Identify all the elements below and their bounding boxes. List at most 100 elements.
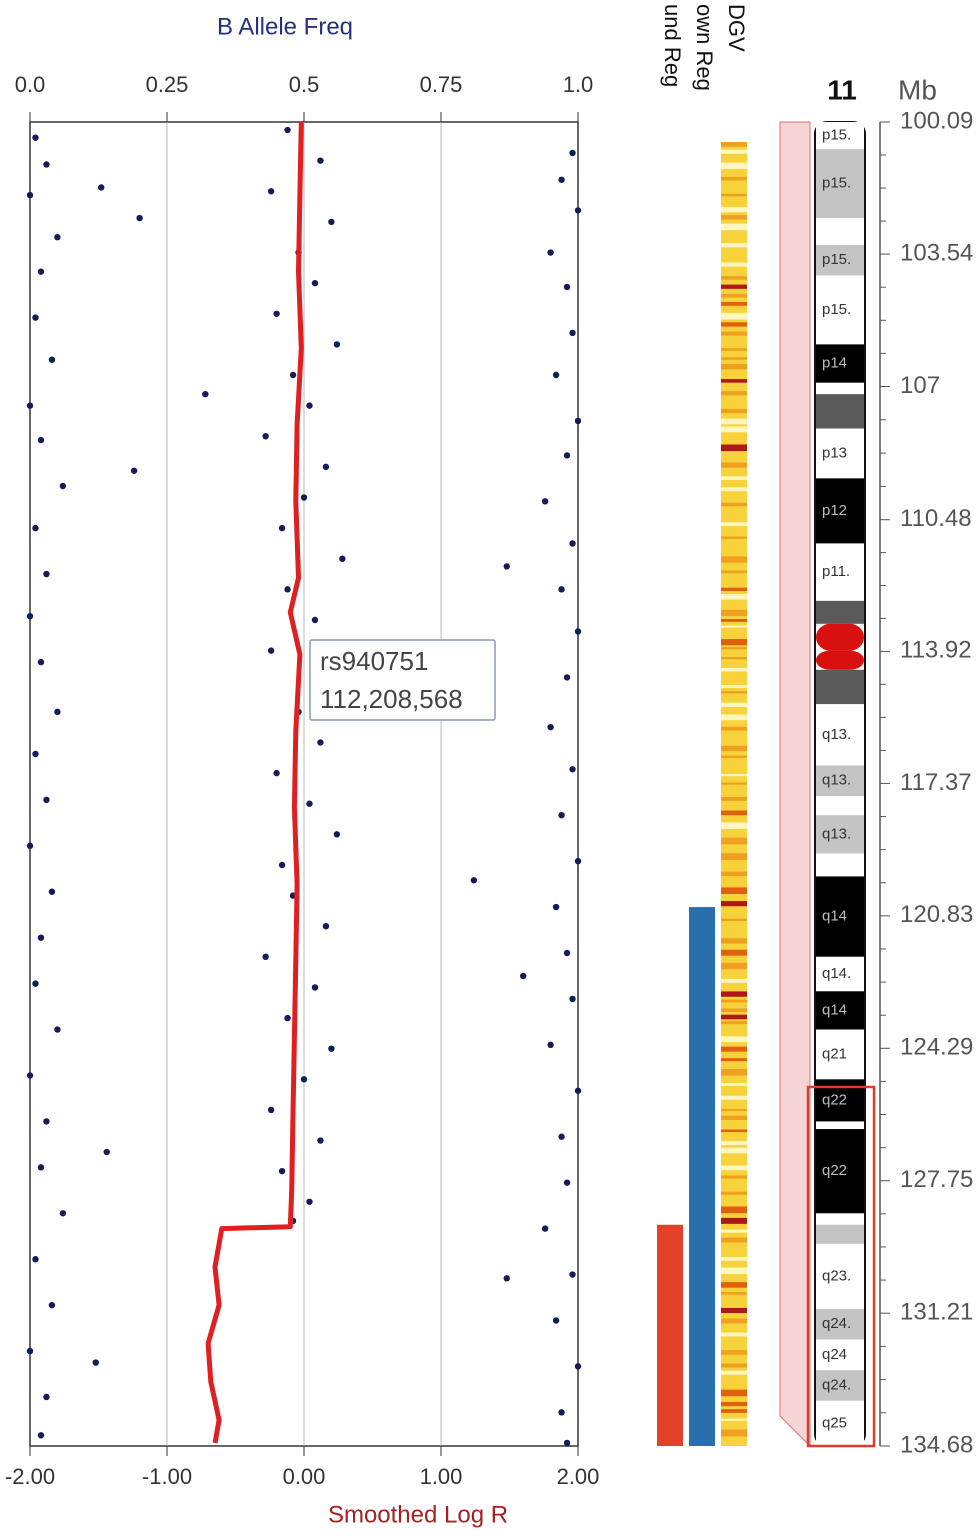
dgv-stripe	[721, 1129, 747, 1133]
baf-point	[273, 310, 280, 317]
baf-point	[26, 842, 34, 850]
baf-point	[98, 184, 105, 191]
selection-box	[806, 1085, 876, 1448]
baf-point	[558, 1133, 565, 1140]
x2-tick-label: 1.00	[420, 1464, 463, 1489]
dgv-stripe	[721, 1058, 747, 1062]
baf-point	[333, 831, 341, 838]
y-tick-label: 107	[900, 372, 940, 399]
baf-point	[558, 811, 565, 819]
baf-point	[37, 436, 45, 444]
dgv-stripe	[721, 1256, 747, 1261]
dgv-stripe	[721, 536, 747, 539]
baf-point	[574, 628, 582, 635]
band	[816, 650, 864, 670]
scatter-points	[26, 126, 582, 1447]
chart-title: B Allele Freq	[217, 13, 353, 40]
tooltip-box	[309, 639, 496, 721]
x2-tick-label: -1.00	[142, 1464, 192, 1489]
dgv-stripe	[721, 962, 747, 970]
dgv-stripe	[721, 1318, 747, 1324]
baf-point	[32, 750, 39, 758]
y-tick-label: 134.68	[900, 1431, 973, 1458]
dgv-stripe	[721, 639, 747, 646]
dgv-stripe	[721, 149, 747, 154]
baf-point	[37, 1432, 45, 1439]
dgv-stripe	[721, 1229, 747, 1233]
baf-point	[552, 903, 560, 911]
dgv-stripe	[721, 522, 747, 527]
baf-point	[202, 390, 209, 398]
dgv-stripe	[721, 1175, 747, 1179]
baf-point	[43, 570, 50, 578]
baf-point	[574, 1363, 582, 1370]
baf-point	[574, 207, 582, 214]
dgv-stripe	[721, 487, 747, 492]
dgv-stripe	[721, 426, 747, 433]
baf-point	[284, 1014, 291, 1022]
band-label: p11.	[822, 563, 850, 580]
dgv-stripe	[721, 647, 747, 650]
dgv-stripe	[721, 1008, 747, 1012]
baf-point	[470, 877, 478, 884]
baf-point	[37, 1164, 45, 1171]
dgv-stripe	[721, 215, 747, 220]
dgv-stripe	[721, 714, 747, 721]
band	[816, 1224, 864, 1244]
x-tick-label: 0.5	[289, 72, 320, 97]
dgv-stripe	[721, 822, 747, 829]
dgv-stripe	[721, 379, 747, 383]
dgv-stripe	[721, 243, 747, 248]
dgv-stripe	[721, 302, 747, 306]
dgv-stripe	[721, 918, 747, 922]
baf-point	[563, 283, 571, 291]
dgv-stripe	[721, 1409, 747, 1413]
dgv-stripe	[721, 1370, 747, 1375]
dgv-stripe	[721, 1429, 747, 1437]
dgv-stripe	[721, 691, 747, 694]
track-label: DGV	[724, 4, 749, 52]
band-label: q14	[822, 1001, 847, 1018]
band	[816, 1129, 864, 1214]
baf-point	[328, 218, 335, 226]
baf-point	[520, 972, 527, 980]
baf-point	[547, 1041, 554, 1049]
baf-point	[32, 524, 39, 532]
dgv-stripe	[721, 331, 747, 336]
track-region	[689, 907, 715, 1446]
baf-point	[547, 723, 554, 731]
band	[816, 815, 864, 854]
x2-axis-label: Smoothed Log R	[328, 1501, 508, 1528]
band-label: p15.	[822, 251, 851, 268]
x-tick-label: 0.25	[146, 72, 189, 97]
dgv-stripe	[721, 444, 747, 452]
baf-point	[26, 402, 34, 409]
dgv-stripe	[721, 322, 747, 327]
band-label: p15.	[822, 175, 851, 192]
dgv-stripe	[721, 1082, 747, 1086]
band	[816, 344, 864, 383]
band	[816, 1339, 864, 1371]
baf-point	[300, 494, 308, 501]
baf-point	[26, 191, 34, 199]
dgv-stripe	[721, 1165, 747, 1171]
dgv-stripe	[721, 782, 747, 785]
x2-tick-label: -2.00	[5, 1464, 55, 1489]
baf-point	[563, 452, 571, 459]
baf-point	[552, 1317, 560, 1324]
baf-point	[43, 161, 50, 168]
band	[816, 765, 864, 797]
baf-point	[322, 922, 330, 930]
band-label: q24.	[822, 1315, 851, 1332]
baf-point	[306, 1198, 313, 1205]
band	[816, 1370, 864, 1401]
baf-point	[569, 329, 576, 337]
dgv-stripe	[721, 1069, 747, 1076]
dgv-stripe	[721, 726, 747, 731]
band-label: q24	[822, 1346, 847, 1363]
baf-point	[273, 769, 280, 777]
baf-point	[32, 134, 39, 141]
baf-point	[333, 341, 341, 348]
